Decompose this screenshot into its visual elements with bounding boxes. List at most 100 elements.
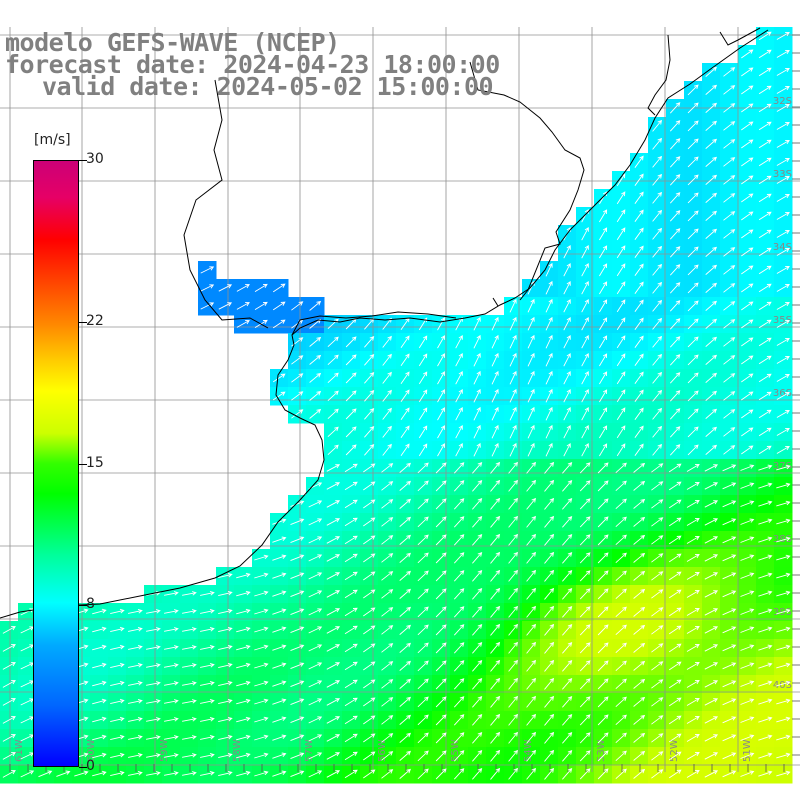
wind-arrow [290,752,305,760]
wind-arrow [508,515,518,528]
wind-arrow [291,409,304,419]
wind-arrow [344,643,358,653]
wind-arrow [704,608,719,616]
wind-arrow [722,518,737,526]
wind-arrow [668,553,682,563]
wind-arrow [146,627,161,632]
wind-arrow [417,624,429,636]
wind-arrow [776,104,790,112]
wind-arrow [581,244,589,259]
wind-arrow [381,571,394,581]
wind-arrow [687,300,699,312]
wind-arrow [741,85,754,95]
wind-arrow [417,516,429,528]
wind-arrow [236,608,251,615]
wind-arrow [309,300,322,311]
wind-arrow [668,499,682,509]
wind-arrow [668,679,682,689]
wind-arrow [435,498,447,510]
wind-arrow [254,554,269,561]
wind-arrow [686,482,700,490]
wind-arrow [633,696,646,707]
wind-arrow [599,371,608,385]
river-plate-north-shore [291,61,585,336]
wind-arrow [615,624,627,636]
wind-arrow [472,569,483,582]
wind-arrow [668,517,682,527]
wind-arrow [327,408,339,420]
wind-arrow [740,644,755,651]
wind-arrow [776,590,791,597]
wind-arrow [490,731,501,744]
lat-label: 32S [773,96,792,107]
wind-arrow [435,678,447,690]
wind-arrow [182,591,197,596]
wind-arrow [545,406,553,421]
wind-arrow [633,480,646,491]
wind-arrow [345,444,357,456]
wind-arrow [651,463,664,473]
wind-arrow [615,552,627,564]
wind-arrow [776,284,790,292]
wind-arrow [326,536,341,544]
wind-arrow [236,734,251,741]
wind-arrow [615,768,627,780]
wind-arrow [182,609,197,614]
wind-arrow [758,770,773,777]
wind-arrow [509,424,517,439]
wind-arrow [417,642,429,654]
wind-arrow [776,68,790,76]
wind-arrow [652,389,662,402]
wind-arrow [2,752,16,760]
wind-arrow [579,552,591,564]
wind-arrow [668,481,682,491]
wind-arrow [687,210,699,222]
wind-arrow [128,680,143,686]
wind-arrow [291,391,304,401]
wind-arrow [562,731,573,744]
wind-arrow [400,407,410,421]
wind-arrow [272,518,287,525]
wind-arrow [491,316,499,331]
wind-arrow [399,480,412,491]
wind-arrow [722,644,737,652]
colorbar-tick-mark [79,160,87,161]
wind-arrow [472,659,483,672]
wind-arrow [200,698,215,704]
wind-arrow [758,175,772,185]
wind-arrow [687,426,699,438]
wind-arrow [562,677,573,690]
wind-arrow [544,533,555,546]
wind-arrow [669,426,681,438]
lon-label: 60W [86,739,97,762]
wind-arrow [508,533,518,546]
wind-arrow [508,713,518,726]
wind-arrow [758,301,772,311]
wind-arrow [308,572,323,580]
wind-arrow [686,644,700,652]
wind-arrow [490,713,501,726]
wind-arrow [146,681,161,686]
wind-arrow [399,534,412,545]
wind-arrow [128,626,143,632]
colorbar [33,160,79,767]
wind-arrow [563,334,571,349]
wind-arrow [597,660,609,672]
wind-arrow [417,750,429,762]
wind-arrow [740,662,755,669]
wind-arrow [599,443,608,457]
wind-arrow [686,500,700,508]
wind-arrow [687,228,699,240]
wind-arrow [218,770,233,777]
wind-arrow [634,209,644,222]
wind-arrow [326,644,341,652]
wind-arrow [581,226,589,241]
wind-arrow [182,753,197,758]
wind-arrow [218,284,233,292]
wind-arrow [705,444,718,455]
wind-arrow [345,390,357,402]
wind-arrow [776,428,790,436]
wind-arrow [758,229,772,239]
